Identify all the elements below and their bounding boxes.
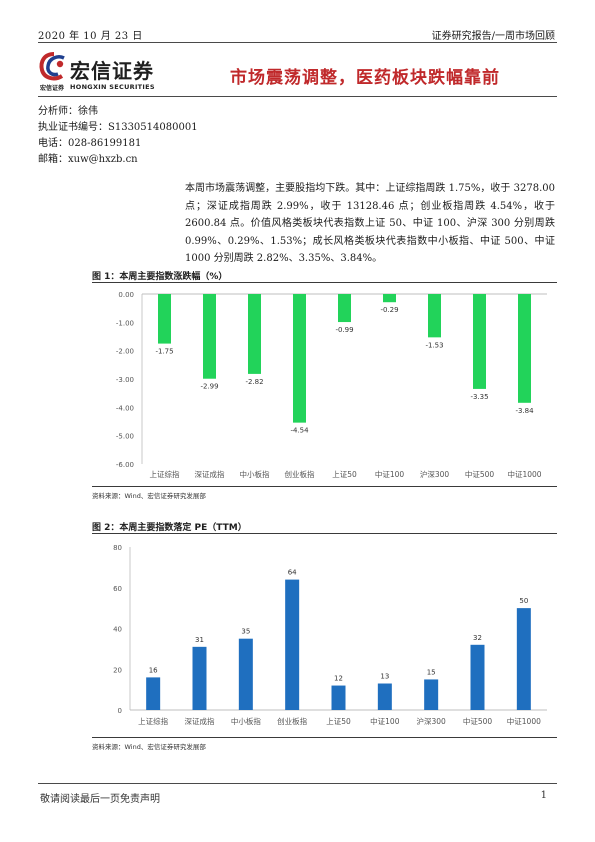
figure2-top-divider xyxy=(92,533,557,534)
page-number: 1 xyxy=(540,790,547,801)
data-label: 16 xyxy=(149,666,158,674)
figure2-title: 图 2：本周主要指数落定 PE（TTM） xyxy=(92,523,247,533)
data-label: -1.53 xyxy=(425,341,443,349)
bar xyxy=(238,638,253,710)
data-label: -4.54 xyxy=(290,427,309,435)
bar xyxy=(518,294,531,403)
company-logo-icon xyxy=(39,52,65,81)
x-tick-label: 深证成指 xyxy=(185,716,215,726)
bar xyxy=(146,677,161,710)
report-title: 市场震荡调整，医药板块跌幅靠前 xyxy=(230,68,500,88)
x-tick-label: 中小板指 xyxy=(240,469,270,479)
data-label: -0.99 xyxy=(335,326,353,334)
x-tick-label: 中证1000 xyxy=(507,716,541,726)
analyst-phone: 电话：028-86199181 xyxy=(38,138,142,149)
y-tick-label: -6.00 xyxy=(116,461,134,469)
data-label: -3.35 xyxy=(470,393,488,401)
x-tick-label: 创业板指 xyxy=(277,716,307,726)
data-label: 50 xyxy=(519,597,528,605)
bar xyxy=(203,294,216,379)
data-label: 31 xyxy=(195,636,204,644)
x-tick-label: 上证50 xyxy=(332,470,357,479)
x-tick-label: 中证100 xyxy=(375,469,405,479)
y-tick-label: 0 xyxy=(118,707,122,715)
analyst-email: 邮箱：xuw@hxzb.cn xyxy=(38,154,138,165)
data-label: 13 xyxy=(380,673,389,681)
data-label: 64 xyxy=(288,569,297,577)
index-pe-chart: 0 20 40 60 80 16 上证综指 31 深证成指 35 中小板指 64 创业板指 12 上证50 1… xyxy=(113,544,547,726)
x-tick-label: 上证综指 xyxy=(150,469,180,479)
index-change-chart: 0.00 -1.00 -2.00 -3.00 -4.00 -5.00 -6.00 -1.75 上… xyxy=(116,291,547,479)
x-tick-label: 深证成指 xyxy=(195,469,225,479)
company-logo-small-cn: 宏信证券 xyxy=(40,85,65,92)
company-logo-text: 宏信证券 xyxy=(70,59,154,83)
data-label: -0.29 xyxy=(380,306,398,314)
x-tick-label: 中证1000 xyxy=(507,469,541,479)
summary-paragraph: 本周市场震荡调整，主要股指均下跌。其中：上证综指周跌 1.75%，收于 3278… xyxy=(185,183,555,264)
bar xyxy=(377,683,392,710)
data-label: -2.99 xyxy=(200,383,218,391)
figure1-top-divider xyxy=(92,282,557,283)
title-divider xyxy=(38,96,557,97)
data-label: 32 xyxy=(473,634,482,642)
figure2-source: 资料来源：Wind、宏信证券研究发展部 xyxy=(92,743,206,751)
y-tick-label: -1.00 xyxy=(116,319,134,327)
bar xyxy=(473,294,486,389)
x-tick-label: 上证综指 xyxy=(138,716,168,726)
bar xyxy=(470,644,485,710)
bar xyxy=(424,679,439,710)
footer-divider xyxy=(38,783,557,784)
figure1-title: 图 1：本周主要指数涨跌幅（%） xyxy=(92,272,228,282)
x-tick-label: 沪深300 xyxy=(417,716,447,726)
bar xyxy=(293,294,306,423)
analyst-name: 分析师：徐伟 xyxy=(38,106,98,117)
data-label: -1.75 xyxy=(155,348,173,356)
x-tick-label: 中小板指 xyxy=(231,716,261,726)
figure1-source: 资料来源：Wind、宏信证券研究发展部 xyxy=(92,492,206,500)
bar xyxy=(428,294,441,338)
footer-disclaimer: 敬请阅读最后一页免责声明 xyxy=(40,794,160,805)
y-tick-label: 60 xyxy=(113,585,122,593)
y-tick-label: -2.00 xyxy=(116,348,134,356)
bar xyxy=(383,294,396,303)
bar xyxy=(338,294,351,323)
data-label: -3.84 xyxy=(515,407,534,415)
bar xyxy=(285,579,300,710)
report-date: 2020 年 10 月 23 日 xyxy=(38,31,143,42)
y-tick-label: 0.00 xyxy=(118,291,134,299)
figure2-bottom-divider xyxy=(92,737,557,738)
report-type: 证券研究报告/一周市场回顾 xyxy=(431,31,555,42)
data-label: 12 xyxy=(334,675,343,683)
analyst-license: 执业证书编号：S1330514080001 xyxy=(38,122,198,133)
bar xyxy=(248,294,261,374)
header-divider xyxy=(38,42,557,43)
y-tick-label: -4.00 xyxy=(116,404,134,412)
y-tick-label: 20 xyxy=(113,666,122,674)
x-tick-label: 中证500 xyxy=(465,469,495,479)
y-tick-label: -3.00 xyxy=(116,376,134,384)
bar xyxy=(516,608,531,710)
data-label: 35 xyxy=(241,628,250,636)
x-tick-label: 中证100 xyxy=(370,716,400,726)
figure1-bottom-divider xyxy=(92,486,557,487)
bar xyxy=(158,294,171,344)
x-tick-label: 上证50 xyxy=(326,717,351,726)
y-tick-label: 80 xyxy=(113,544,122,552)
x-tick-label: 中证500 xyxy=(463,716,493,726)
y-tick-label: 40 xyxy=(113,626,122,634)
bar xyxy=(192,646,207,710)
data-label: -2.82 xyxy=(245,378,263,386)
data-label: 15 xyxy=(427,668,436,676)
y-tick-label: -5.00 xyxy=(116,433,134,441)
bar xyxy=(331,685,346,710)
x-tick-label: 创业板指 xyxy=(285,469,315,479)
company-logo-small-en: HONGXIN SECURITIES xyxy=(70,83,155,91)
x-tick-label: 沪深300 xyxy=(420,469,450,479)
